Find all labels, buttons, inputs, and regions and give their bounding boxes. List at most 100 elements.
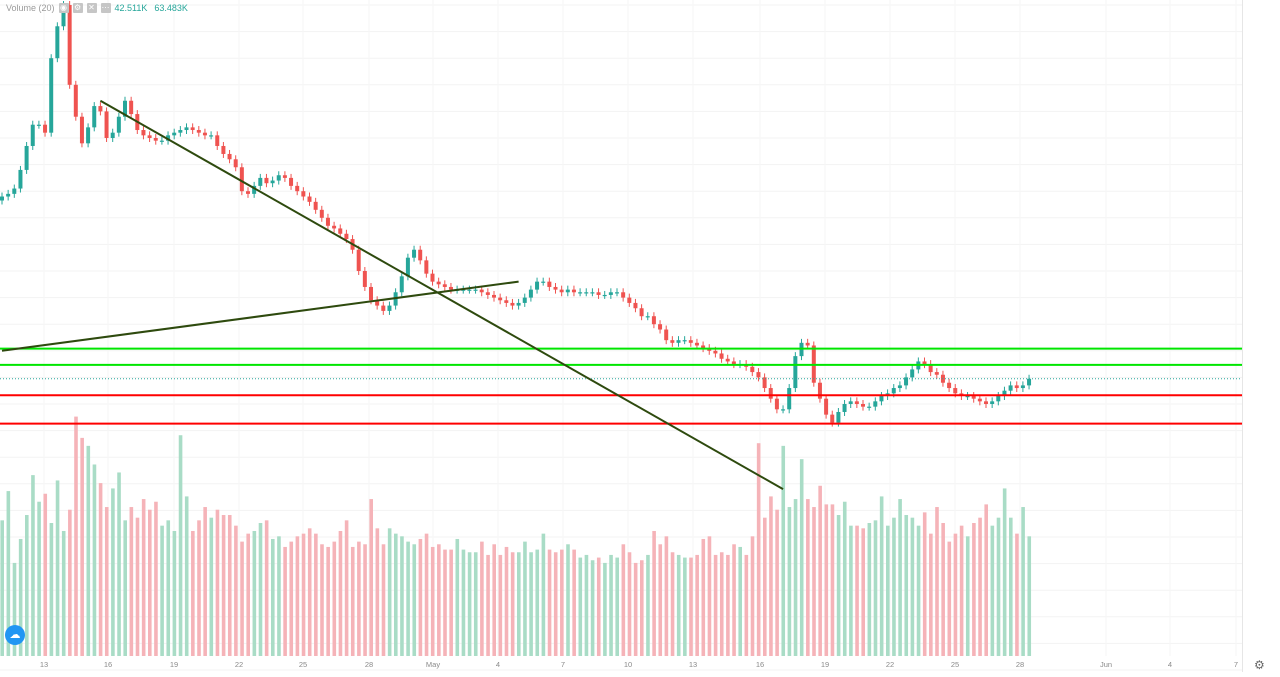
candle-body[interactable] <box>196 130 201 133</box>
candle-body[interactable] <box>209 135 214 137</box>
candle-body[interactable] <box>1002 390 1007 397</box>
candle-body[interactable] <box>965 396 970 398</box>
candle-body[interactable] <box>233 159 238 168</box>
candle-body[interactable] <box>873 401 878 407</box>
candle-body[interactable] <box>387 305 392 311</box>
trendline-descending[interactable] <box>99 99 784 490</box>
candle-body[interactable] <box>608 292 613 295</box>
candle-body[interactable] <box>282 175 287 178</box>
candle-body[interactable] <box>412 249 417 258</box>
candle-body[interactable] <box>627 297 632 303</box>
candle-body[interactable] <box>996 396 1001 402</box>
candle-body[interactable] <box>904 377 909 386</box>
tradingview-logo-icon[interactable]: ☁ <box>5 625 25 645</box>
candle-body[interactable] <box>79 116 84 144</box>
candle-body[interactable] <box>953 388 958 394</box>
candle-body[interactable] <box>67 5 72 85</box>
candle-body[interactable] <box>104 111 109 138</box>
candle-body[interactable] <box>522 297 527 303</box>
candle-body[interactable] <box>73 84 78 117</box>
close-icon[interactable]: ✕ <box>86 3 97 13</box>
candle-body[interactable] <box>485 292 490 295</box>
candle-body[interactable] <box>990 401 995 404</box>
eye-icon[interactable]: ◉ <box>58 3 69 13</box>
candle-body[interactable] <box>861 404 865 407</box>
candle-body[interactable] <box>1014 385 1019 389</box>
candle-body[interactable] <box>781 409 786 411</box>
candle-body[interactable] <box>510 302 515 306</box>
candle-body[interactable] <box>541 281 546 283</box>
candle-body[interactable] <box>774 398 779 410</box>
candle-body[interactable] <box>436 281 441 285</box>
candle-body[interactable] <box>701 345 706 349</box>
candle-body[interactable] <box>596 292 601 295</box>
candle-body[interactable] <box>473 289 478 291</box>
candle-body[interactable] <box>571 289 576 293</box>
candle-body[interactable] <box>239 167 244 192</box>
candle-body[interactable] <box>879 396 884 402</box>
candle-body[interactable] <box>227 153 232 160</box>
candle-body[interactable] <box>516 302 521 306</box>
candle-body[interactable] <box>559 289 564 293</box>
candle-body[interactable] <box>123 100 127 117</box>
candle-body[interactable] <box>793 356 798 389</box>
candle-body[interactable] <box>725 358 730 362</box>
trendline-ascending[interactable] <box>1 280 519 352</box>
candle-body[interactable] <box>221 145 226 154</box>
candle-body[interactable] <box>36 124 41 126</box>
candle-body[interactable] <box>405 257 410 277</box>
candle-body[interactable] <box>547 281 552 287</box>
candle-body[interactable] <box>928 364 933 373</box>
candle-body[interactable] <box>934 372 939 375</box>
candle-body[interactable] <box>565 289 570 293</box>
candle-body[interactable] <box>639 308 644 317</box>
candle-body[interactable] <box>694 342 699 346</box>
candle-body[interactable] <box>984 401 988 404</box>
candle-body[interactable] <box>535 281 540 290</box>
candle-body[interactable] <box>602 294 607 297</box>
candle-body[interactable] <box>116 116 121 133</box>
candle-body[interactable] <box>830 414 835 423</box>
candle-body[interactable] <box>719 353 724 359</box>
candle-body[interactable] <box>129 100 134 115</box>
candle-body[interactable] <box>658 324 663 330</box>
candle-body[interactable] <box>375 300 380 306</box>
candle-body[interactable] <box>971 396 976 399</box>
candle-body[interactable] <box>86 127 91 144</box>
candle-body[interactable] <box>731 361 736 365</box>
candle-body[interactable] <box>424 260 429 274</box>
candle-body[interactable] <box>442 284 447 287</box>
candle-body[interactable] <box>159 140 164 142</box>
candle-body[interactable] <box>98 106 103 112</box>
candle-body[interactable] <box>313 201 318 210</box>
candle-body[interactable] <box>418 249 423 261</box>
candle-body[interactable] <box>448 286 453 290</box>
candle-body[interactable] <box>467 289 472 291</box>
candle-body[interactable] <box>362 271 367 287</box>
candle-body[interactable] <box>504 300 509 303</box>
candle-body[interactable] <box>307 196 312 202</box>
candle-body[interactable] <box>319 209 324 218</box>
candle-body[interactable] <box>578 292 583 294</box>
candle-body[interactable] <box>338 228 343 234</box>
candle-body[interactable] <box>270 180 275 184</box>
candle-body[interactable] <box>332 225 337 229</box>
candle-body[interactable] <box>215 135 220 146</box>
candle-body[interactable] <box>1020 385 1025 389</box>
candle-body[interactable] <box>289 177 294 186</box>
candle-body[interactable] <box>633 302 638 309</box>
more-icon[interactable]: ⋯ <box>100 3 111 13</box>
candle-body[interactable] <box>553 286 558 290</box>
candle-body[interactable] <box>676 340 681 343</box>
candle-body[interactable] <box>528 289 533 298</box>
candle-body[interactable] <box>584 292 589 294</box>
candle-body[interactable] <box>295 185 300 192</box>
candle-body[interactable] <box>922 361 927 365</box>
candle-body[interactable] <box>166 135 171 141</box>
candle-body[interactable] <box>18 169 23 189</box>
settings-gear-icon[interactable]: ⚙ <box>1254 658 1265 672</box>
candle-body[interactable] <box>590 292 595 294</box>
candle-body[interactable] <box>867 406 872 408</box>
candle-body[interactable] <box>461 289 466 291</box>
